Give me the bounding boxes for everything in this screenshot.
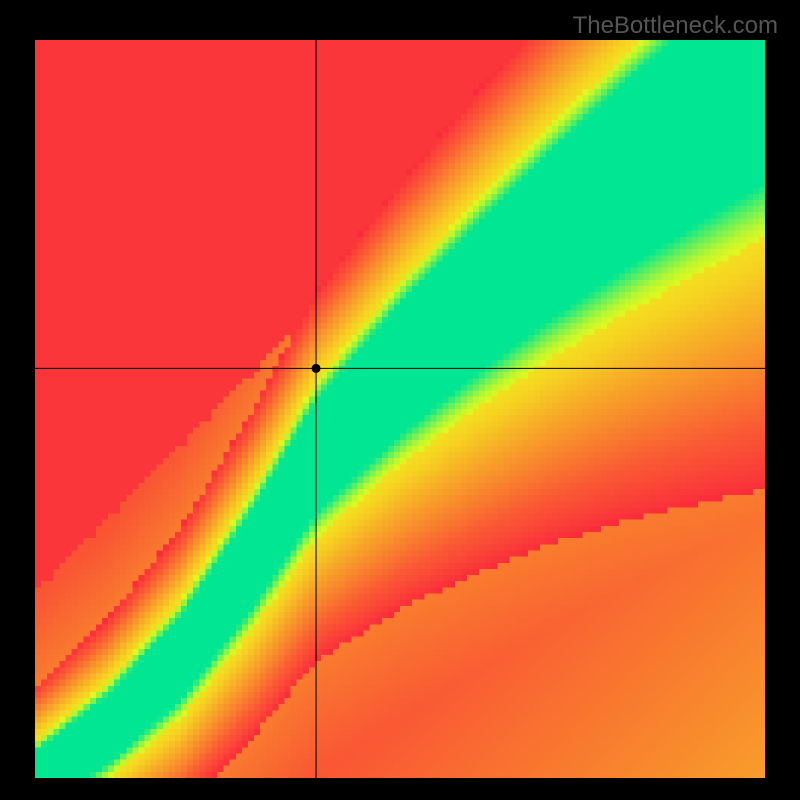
watermark-text: TheBottleneck.com [573,12,778,40]
image-root: TheBottleneck.com [0,0,800,800]
bottleneck-heatmap [35,40,765,778]
